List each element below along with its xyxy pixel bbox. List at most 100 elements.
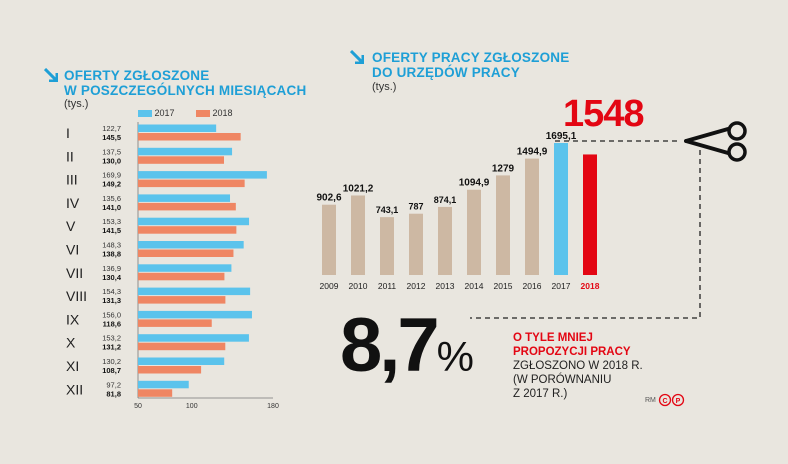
right-title-line2: DO URZĘDÓW PRACY [372, 65, 520, 80]
month-label: XI [66, 358, 79, 374]
bar-2017 [138, 147, 233, 156]
value-label-2018: 138,8 [102, 250, 121, 259]
year-label: 2010 [349, 281, 368, 291]
bar-2018 [138, 319, 212, 327]
bar-2018 [138, 342, 226, 351]
summary-number: 8,7 [340, 303, 440, 388]
legend-2018-swatch [196, 110, 210, 118]
value-label-2017: 130,2 [102, 357, 121, 366]
bar-2017 [138, 287, 251, 296]
year-value-label: 874,1 [434, 195, 457, 205]
bar-2017 [138, 334, 249, 342]
bar-2018 [138, 366, 202, 374]
right-chart-title: OFERTY PRACY ZGŁOSZONE DO URZĘDÓW PRACY [372, 50, 569, 80]
year-bar [583, 154, 597, 275]
bar-2018 [138, 202, 236, 211]
month-label: III [66, 172, 78, 188]
legend-2017-label: 2017 [154, 108, 175, 118]
bar-2018 [138, 272, 225, 281]
year-bar [496, 175, 510, 275]
bar-2017 [138, 217, 250, 226]
month-label: VII [66, 265, 83, 281]
bar-2018 [138, 179, 245, 188]
value-label-2018: 141,5 [102, 226, 121, 235]
value-label-2018: 145,5 [102, 133, 121, 142]
summary-line3: ZGŁOSZONO W 2018 R. [513, 360, 643, 372]
bar-2017 [138, 194, 231, 202]
value-label-2017: 136,9 [102, 264, 121, 273]
summary-percent: % [436, 333, 475, 380]
year-label: 2014 [465, 281, 484, 291]
year-bar [351, 195, 365, 275]
left-title-line1: OFERTY ZGŁOSZONE [64, 68, 210, 83]
value-label-2017: 154,3 [102, 287, 121, 296]
summary-line5: Z 2017 R.) [513, 388, 568, 400]
value-label-2017: 153,3 [102, 217, 121, 226]
value-label-2018: 81,8 [106, 389, 121, 398]
year-bar [438, 206, 452, 275]
value-label-2017: 169,9 [102, 171, 121, 180]
left-unit: (tys.) [64, 98, 89, 110]
bar-2017 [138, 124, 217, 132]
bar-2018 [138, 226, 237, 234]
yearly-offers-chart: 2009 902,6 2010 1021,2 2011 743,1 2012 787 2013 8… [316, 131, 600, 291]
right-title-line1: OFERTY PRACY ZGŁOSZONE [372, 50, 570, 65]
value-label-2018: 149,2 [102, 180, 121, 189]
year-bar [409, 213, 423, 275]
left-tick-label: 50 [134, 403, 142, 410]
bar-2018 [138, 133, 241, 141]
value-label-2018: 130,4 [102, 273, 122, 282]
year-bar [525, 158, 539, 275]
summary-line4: (W PORÓWNANIU [513, 374, 612, 386]
year-label: 2011 [378, 281, 397, 291]
year-bar [554, 143, 568, 275]
month-label: II [66, 148, 74, 164]
year-bar [322, 204, 336, 275]
value-label-2017: 153,2 [102, 334, 121, 343]
value-label-2018: 118,6 [103, 319, 121, 328]
year-value-label: 902,6 [316, 193, 341, 204]
month-label: IV [66, 195, 80, 211]
bar-2018 [138, 296, 226, 304]
value-label-2018: 141,0 [102, 203, 121, 212]
value-label-2018: 131,2 [102, 343, 121, 352]
bar-2018 [138, 156, 224, 164]
left-title-line2: W POSZCZEGÓLNYCH MIESIĄCACH [64, 83, 307, 98]
right-title-icon [349, 49, 365, 69]
summary-red-line1: O TYLE MNIEJ [513, 332, 593, 344]
year-bar [380, 217, 394, 275]
value-label-2017: 97,2 [106, 380, 121, 389]
bar-2018 [138, 389, 173, 397]
month-label: VI [66, 242, 79, 258]
year-value-label: 1494,9 [517, 147, 548, 158]
bar-2017 [138, 241, 244, 249]
bar-2017 [138, 264, 232, 272]
value-label-2017: 156,0 [102, 310, 121, 319]
month-label: V [66, 218, 76, 234]
left-tick-label: 180 [267, 403, 279, 410]
year-label: 2018 [581, 281, 600, 291]
left-tick-label: 100 [186, 403, 198, 410]
bar-2017 [138, 171, 267, 179]
bar-2018 [138, 249, 234, 257]
bar-2017 [138, 357, 225, 365]
value-label-2018: 108,7 [102, 366, 121, 375]
summary-value: 8,7% [340, 308, 474, 384]
value-label-2017: 148,3 [102, 241, 121, 250]
legend-2018: 2018 [196, 108, 233, 118]
value-label-2017: 122,7 [102, 124, 121, 133]
year-value-label: 1695,1 [546, 131, 577, 142]
month-label: VIII [66, 288, 87, 304]
month-label: X [66, 335, 76, 351]
summary-red-line2: PROPOZYCJI PRACY [513, 346, 631, 358]
right-unit: (tys.) [372, 81, 397, 93]
credit-text: RM [645, 397, 656, 404]
value-label-2017: 135,6 [102, 194, 121, 203]
bar-2017 [138, 310, 252, 319]
bar-2017 [138, 380, 189, 389]
year-value-label: 743,1 [376, 205, 399, 215]
left-title-icon [43, 67, 59, 87]
year-bar [467, 189, 481, 275]
